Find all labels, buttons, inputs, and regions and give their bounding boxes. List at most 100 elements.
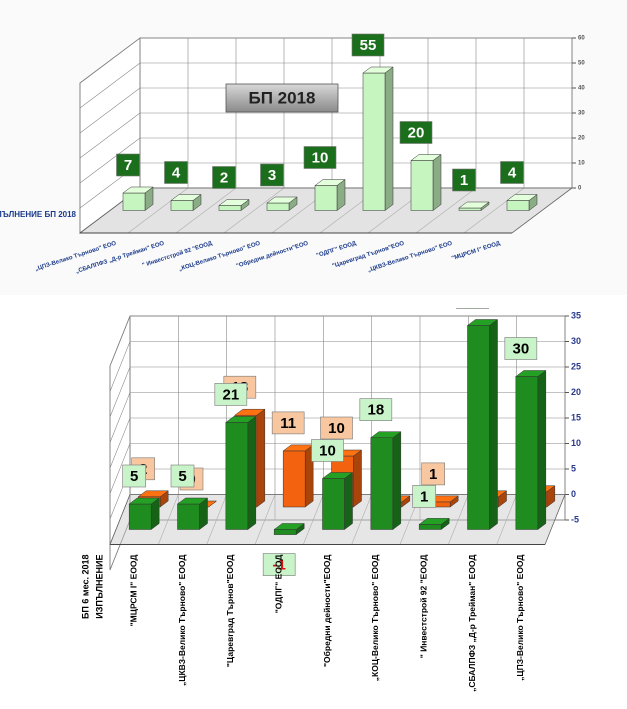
bar — [515, 370, 547, 530]
series-name: ИЗПЪЛНЕНИЕ БП 2018 — [0, 210, 77, 219]
bar-front — [418, 524, 442, 530]
bar — [170, 194, 202, 211]
floor-divider — [254, 494, 276, 545]
data-label: 10 — [311, 439, 344, 462]
floor-divider — [415, 187, 477, 234]
data-label-text: 10 — [319, 442, 336, 459]
bar — [362, 66, 394, 211]
data-label: 40 — [456, 308, 489, 309]
y-tick-label: 50 — [578, 61, 585, 67]
bar-side — [384, 66, 394, 211]
bar-front — [370, 437, 394, 530]
bar-top — [266, 196, 298, 204]
bar-top — [225, 416, 257, 423]
y-tick-label: 15 — [571, 412, 581, 422]
data-label-box — [412, 485, 436, 508]
data-label-box — [399, 121, 433, 144]
data-label: 10 — [303, 146, 337, 169]
data-label-text: 4 — [172, 164, 181, 181]
x-tick-label: „ЦПЗ-Велико Търново" ЕООД — [515, 555, 525, 681]
bar-top — [418, 518, 450, 525]
data-label: 10 — [320, 416, 353, 440]
bar-front — [282, 450, 306, 508]
data-label-text: 5 — [130, 468, 138, 485]
series-name: БП 6 мес. 2018 — [80, 555, 90, 620]
y-tick-label: 60 — [578, 36, 585, 42]
bar-top — [314, 179, 346, 186]
bar-front — [170, 200, 194, 211]
bar-front — [467, 325, 490, 530]
floor-divider — [448, 494, 469, 545]
bar — [321, 472, 354, 530]
bar-top — [370, 431, 402, 438]
data-label-text: 1 — [429, 466, 437, 483]
data-label: 5 — [122, 464, 146, 488]
side-grid-line — [109, 366, 131, 418]
y-tick-label: 0 — [578, 186, 582, 192]
x-tick-label: "МЦРСМ I" ЕООД — [128, 555, 138, 627]
plot: 2505182111-1101011811240330 — [122, 308, 556, 576]
y-tick-label: 5 — [571, 463, 576, 473]
data-label-box — [311, 439, 344, 462]
data-label-text: 1 — [460, 172, 468, 189]
data-label-box — [271, 411, 305, 435]
side-grid-line — [79, 37, 141, 84]
bar-top — [506, 194, 538, 201]
bar-top — [273, 523, 305, 530]
floor-divider — [206, 494, 227, 545]
bar-side — [489, 319, 498, 530]
data-label-text: 4 — [508, 164, 517, 181]
data-label-box — [170, 464, 195, 488]
bar-front — [362, 72, 386, 211]
side-grid-line — [109, 341, 131, 392]
bar — [458, 201, 490, 211]
data-label: 55 — [351, 33, 385, 57]
bar-top — [362, 66, 394, 74]
y-tick-label: 30 — [578, 111, 585, 117]
data-label-text: 1 — [420, 488, 428, 505]
side-grid-line — [109, 443, 131, 494]
bar-top — [170, 194, 202, 201]
bar — [176, 497, 209, 530]
data-label-text: 5 — [178, 468, 186, 485]
data-label: -1 — [262, 553, 296, 576]
floor-divider — [351, 494, 372, 545]
floor-divider — [496, 494, 517, 545]
floor-divider — [158, 494, 179, 545]
data-label-box — [303, 146, 337, 169]
chart-title: БП 2018 — [249, 88, 316, 107]
side-grid-line — [79, 137, 141, 184]
data-label-box — [212, 166, 236, 189]
bar — [128, 497, 160, 530]
side-grid-line — [109, 417, 131, 469]
data-label-text: 2 — [220, 169, 228, 186]
bar-front — [322, 478, 345, 530]
data-label-box — [504, 337, 538, 360]
data-label: 21 — [214, 383, 248, 406]
x-tick-label: „КОЦ-Велико Търново" ЕООД — [370, 555, 380, 682]
data-label-box — [456, 308, 489, 309]
bar — [273, 523, 305, 536]
y-tick-label: 10 — [578, 161, 585, 167]
data-label: 3 — [260, 163, 284, 187]
data-label-box — [214, 383, 248, 406]
data-label-text: 7 — [124, 157, 132, 174]
x-tick-label: "Обредни дейности"ЕООД — [322, 555, 332, 667]
data-label-box — [421, 462, 445, 486]
floor-divider — [175, 187, 237, 234]
y-tick-label: 0 — [571, 489, 576, 499]
data-label-text: 10 — [312, 149, 329, 166]
bar-side — [353, 449, 362, 508]
bar-top — [218, 199, 250, 206]
bar — [314, 179, 346, 211]
bar — [225, 415, 257, 530]
plot: 7 4 2 3 10 55 20 1 4 — [116, 33, 538, 211]
bar — [282, 444, 314, 508]
data-label-text: 55 — [360, 37, 377, 54]
y-tick-label: -5 — [571, 514, 579, 524]
data-label: 1 — [452, 168, 476, 192]
bar — [418, 517, 450, 530]
bar-top — [137, 490, 169, 498]
y-tick-label: 35 — [571, 310, 581, 320]
